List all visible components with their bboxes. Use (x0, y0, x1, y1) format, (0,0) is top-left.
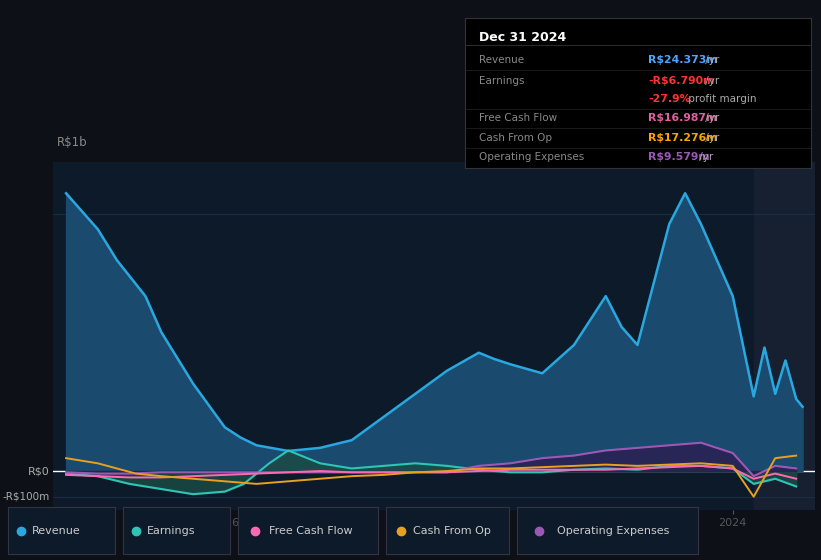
Text: profit margin: profit margin (685, 94, 756, 104)
Text: Revenue: Revenue (479, 55, 524, 65)
Text: R$24.373m: R$24.373m (649, 55, 718, 65)
Text: R$16.987m: R$16.987m (649, 114, 718, 123)
Text: R$17.276m: R$17.276m (649, 133, 718, 143)
Text: Revenue: Revenue (32, 526, 80, 535)
Text: R$1b: R$1b (57, 136, 88, 148)
Text: Operating Expenses: Operating Expenses (557, 526, 669, 535)
Text: Operating Expenses: Operating Expenses (479, 152, 584, 162)
Text: /yr: /yr (702, 133, 719, 143)
Text: -R$100m: -R$100m (2, 492, 49, 502)
Text: Earnings: Earnings (147, 526, 195, 535)
Text: /yr: /yr (702, 114, 719, 123)
Text: /yr: /yr (702, 55, 719, 65)
Text: /yr: /yr (702, 76, 719, 86)
Text: Dec 31 2024: Dec 31 2024 (479, 31, 566, 44)
Bar (754, 162, 815, 510)
Text: R$9.579m: R$9.579m (649, 152, 710, 162)
Text: -27.9%: -27.9% (649, 94, 691, 104)
Text: /yr: /yr (696, 152, 713, 162)
Text: Cash From Op: Cash From Op (413, 526, 491, 535)
Text: Free Cash Flow: Free Cash Flow (268, 526, 352, 535)
Text: Free Cash Flow: Free Cash Flow (479, 114, 557, 123)
Text: R$0: R$0 (28, 466, 49, 476)
Text: -R$6.790m: -R$6.790m (649, 76, 715, 86)
Text: Cash From Op: Cash From Op (479, 133, 552, 143)
Text: Earnings: Earnings (479, 76, 524, 86)
